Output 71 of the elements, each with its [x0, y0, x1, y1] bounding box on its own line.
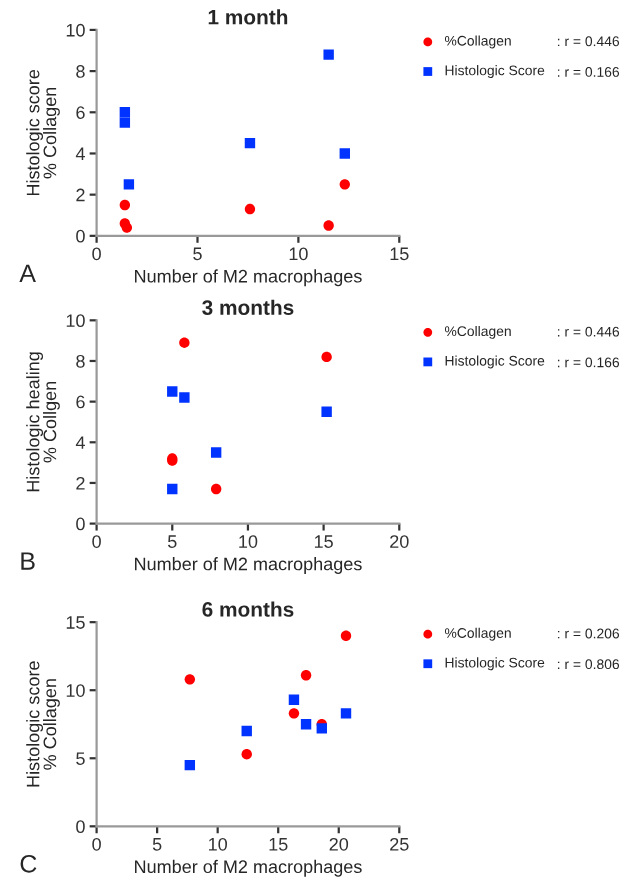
point: [184, 759, 196, 771]
x-tick-label: 10: [239, 535, 258, 548]
point: [321, 406, 332, 417]
text: A: [19, 264, 36, 282]
point: [210, 483, 222, 495]
point: [241, 725, 252, 737]
point: [340, 708, 352, 719]
x-tick-label: 15: [314, 535, 333, 548]
chart-title: 3 months: [202, 299, 294, 315]
chart-title: 6 months: [202, 601, 294, 617]
point: [300, 719, 312, 730]
point: [323, 49, 334, 60]
point: [339, 179, 350, 190]
x-tick-label: 5: [167, 535, 177, 548]
y-axis-title: Histologic score % Collagen: [26, 69, 60, 196]
text: C: [20, 854, 37, 873]
y-axis-title: Histologic healing % Collgen: [26, 352, 60, 492]
point: [321, 351, 332, 363]
x-axis-title: Number of M2 macrophages: [135, 859, 362, 877]
x-axis-title: Number of M2 macrophages: [135, 269, 362, 287]
y-tick-label: 2: [76, 476, 85, 490]
y-tick-label: 6: [76, 106, 85, 120]
x-tick-label: 10: [289, 247, 308, 261]
y-tick-label: 6: [76, 395, 85, 409]
point: [241, 748, 252, 760]
point: [123, 179, 135, 190]
point: [288, 694, 300, 705]
x-tick-label: 0: [92, 247, 101, 261]
y-tick-label: 10: [66, 684, 85, 697]
y-tick-label: 2: [76, 188, 85, 202]
y-tick-label: 0: [76, 820, 85, 834]
point: [244, 203, 256, 215]
point: [340, 630, 352, 641]
x-tick-label: 5: [193, 247, 202, 261]
point: [119, 107, 131, 118]
x-tick-label: 25: [390, 837, 409, 851]
point: [179, 392, 190, 403]
point: [339, 148, 350, 159]
y-tick-label: 4: [75, 436, 85, 449]
point: [179, 337, 190, 348]
y-tick-label: 8: [76, 65, 85, 78]
y-tick-label: 0: [76, 517, 85, 531]
point: [300, 670, 312, 681]
x-tick-label: 0: [92, 535, 101, 548]
x-tick-label: 0: [92, 837, 101, 851]
y-tick-label: 0: [76, 229, 85, 243]
y-axis-title: Histologic score % Collagen: [26, 661, 60, 787]
chart-title: 1 month: [208, 9, 288, 25]
point: [119, 199, 131, 211]
x-tick-label: 15: [269, 838, 288, 851]
x-axis-title: Number of M2 macrophages: [135, 557, 362, 574]
point: [167, 483, 178, 495]
point: [323, 220, 334, 231]
y-tick-label: 10: [66, 23, 85, 37]
y-tick-label: 4: [75, 147, 85, 161]
y-tick-label: 15: [66, 616, 85, 629]
x-tick-label: 20: [390, 535, 409, 548]
point: [210, 447, 222, 458]
x-tick-label: 10: [209, 837, 228, 851]
point: [119, 117, 131, 128]
point: [184, 674, 196, 685]
y-tick-label: 8: [76, 354, 85, 368]
x-tick-label: 15: [390, 247, 409, 261]
x-tick-label: 20: [329, 837, 349, 851]
y-tick-label: 5: [76, 752, 85, 765]
x-tick-label: 5: [152, 838, 162, 851]
y-tick-label: 10: [66, 314, 85, 328]
text: B: [21, 552, 35, 570]
point: [167, 386, 178, 397]
point: [288, 708, 300, 719]
point: [244, 137, 256, 149]
